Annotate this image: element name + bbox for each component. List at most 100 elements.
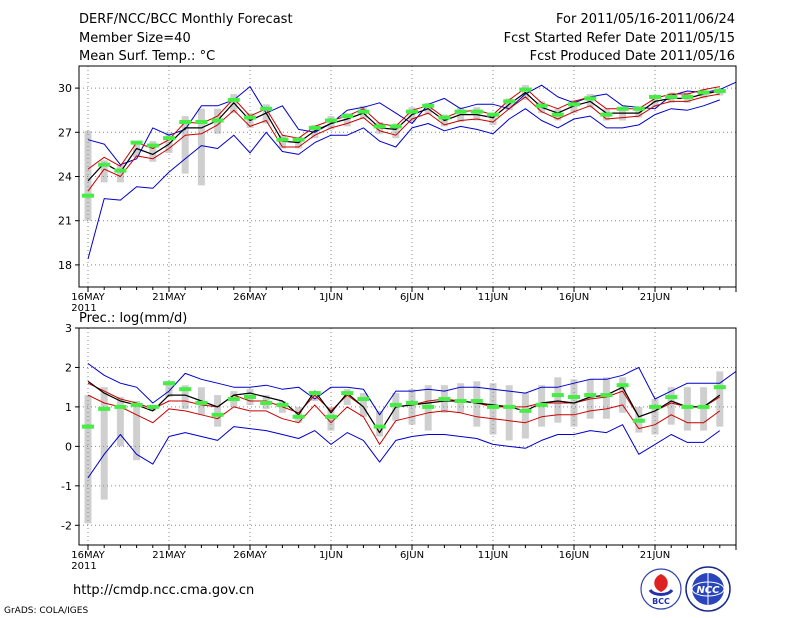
spread-box	[181, 385, 189, 409]
ensemble-mean-line	[87, 90, 720, 182]
median-marker	[551, 393, 564, 398]
median-marker	[98, 406, 111, 411]
median-marker	[422, 404, 435, 409]
median-marker	[82, 193, 94, 198]
x-year-label: 2011	[71, 561, 96, 572]
x-tick-label: 6JUN	[400, 550, 424, 561]
median-marker	[535, 103, 548, 108]
median-marker	[632, 106, 645, 111]
spread-box	[100, 387, 108, 500]
y-tick-label: 30	[58, 82, 72, 95]
y-tick-label: 21	[58, 215, 72, 228]
median-marker	[487, 112, 499, 117]
footer-url[interactable]: http://cmdp.ncc.cma.gov.cn	[73, 583, 255, 598]
y-tick-label: 2	[65, 361, 72, 374]
median-marker	[82, 424, 94, 429]
x-tick-label: 26MAY	[233, 550, 267, 561]
spread-box	[376, 410, 384, 437]
envelope-upper-line	[87, 81, 737, 166]
median-marker	[616, 383, 629, 388]
grads-credit: GrADS: COLA/IGES	[4, 606, 89, 616]
median-marker	[260, 106, 273, 111]
median-marker	[697, 404, 710, 409]
x-tick-label: 11JUN	[478, 292, 508, 303]
x-tick-label: 16MAY	[71, 292, 105, 303]
median-marker	[551, 112, 564, 117]
spread-box	[521, 393, 529, 439]
spread-box	[116, 164, 124, 183]
median-marker	[422, 103, 435, 108]
median-marker	[503, 404, 516, 409]
median-marker	[649, 94, 661, 99]
spread-box	[457, 383, 465, 413]
median-marker	[389, 124, 402, 129]
spread-box	[505, 385, 513, 441]
spread-box	[343, 113, 351, 127]
forecast-period-label: For 2011/05/16-2011/06/24	[556, 12, 735, 27]
spread-box	[619, 107, 627, 121]
median-marker	[211, 118, 224, 123]
median-marker	[146, 143, 159, 148]
spread-box	[311, 391, 319, 401]
median-marker	[308, 391, 321, 396]
svg-text:NCC: NCC	[696, 585, 720, 596]
median-marker	[535, 402, 548, 407]
median-marker	[665, 94, 678, 99]
y-tick-label: -2	[61, 519, 72, 532]
median-marker	[519, 408, 532, 413]
spread-lower-line	[87, 394, 721, 445]
median-marker	[357, 109, 370, 114]
median-marker	[227, 97, 240, 102]
median-marker	[600, 112, 613, 117]
spread-box	[278, 135, 286, 149]
median-marker	[260, 400, 273, 405]
median-marker	[114, 404, 127, 409]
precip-panel-title: Prec.: log(mm/d)	[79, 311, 187, 326]
median-marker	[179, 119, 192, 124]
median-marker	[681, 404, 694, 409]
spread-box	[100, 160, 108, 183]
x-tick-label: 21MAY	[152, 550, 186, 561]
x-tick-label: 11JUN	[478, 550, 508, 561]
ncc-logo: NCC	[685, 566, 731, 612]
median-marker	[568, 102, 580, 107]
median-marker	[406, 400, 418, 405]
y-tick-label: 24	[58, 171, 72, 184]
median-marker	[649, 404, 661, 409]
x-tick-label: 6JUN	[400, 292, 424, 303]
spread-box	[149, 141, 157, 162]
y-tick-label: -1	[61, 480, 72, 493]
median-marker	[438, 397, 451, 402]
y-tick-label: 27	[58, 126, 72, 139]
spread-box	[133, 400, 141, 461]
median-marker	[341, 391, 354, 396]
spread-box	[619, 377, 627, 413]
spread-box	[84, 395, 92, 524]
spread-box	[359, 393, 367, 417]
spread-box	[197, 108, 205, 186]
median-marker	[244, 115, 256, 120]
median-marker	[681, 94, 694, 99]
median-marker	[325, 118, 337, 123]
spread-box	[716, 371, 724, 427]
median-marker	[584, 393, 597, 398]
x-tick-label: 16MAY	[71, 550, 105, 561]
median-marker	[438, 115, 451, 120]
median-marker	[276, 137, 289, 142]
median-marker	[713, 89, 726, 94]
median-marker	[568, 395, 580, 400]
spread-box	[84, 130, 92, 221]
median-marker	[195, 400, 208, 405]
svg-text:BCC: BCC	[652, 597, 670, 606]
x-year-label: 2011	[71, 303, 96, 314]
median-marker	[244, 395, 256, 400]
spread-box	[489, 113, 497, 125]
median-marker	[276, 402, 289, 407]
spread-box	[311, 124, 319, 139]
median-marker	[211, 412, 224, 417]
median-marker	[389, 402, 402, 407]
ensemble-mean-line	[87, 380, 721, 434]
median-marker	[454, 109, 467, 114]
median-marker	[98, 162, 111, 167]
median-marker	[308, 125, 321, 130]
